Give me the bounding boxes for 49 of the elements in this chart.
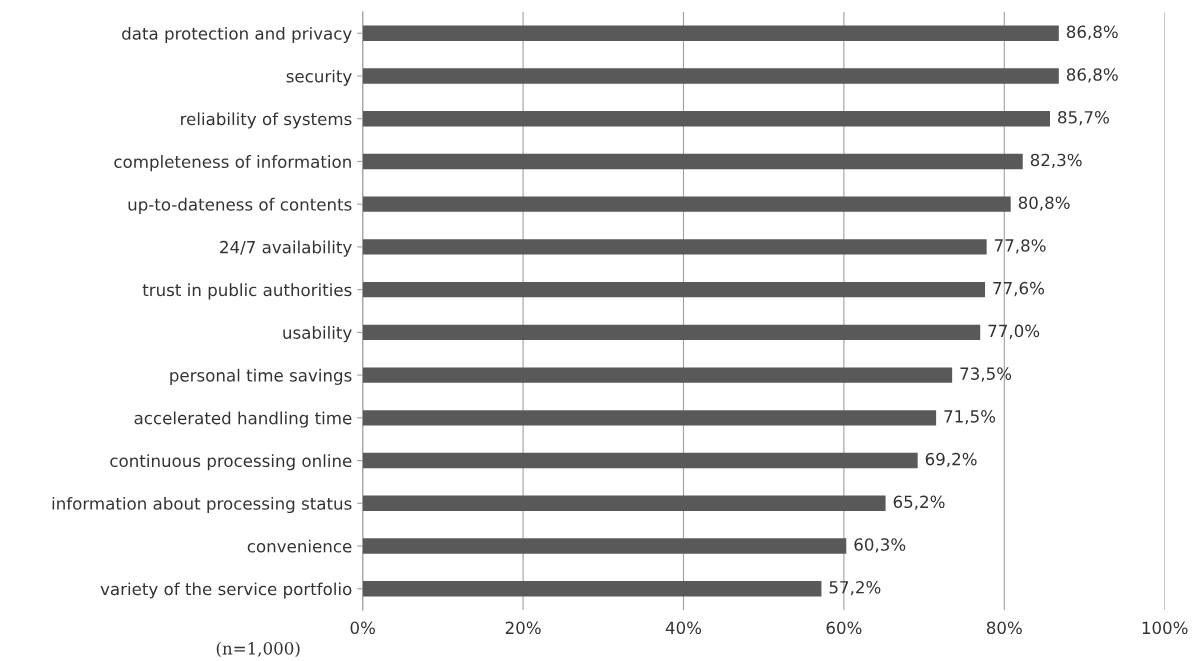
y-tick-label: completeness of information [114, 155, 351, 172]
y-tick-label: trust in public authorities [142, 283, 352, 300]
data-label: 86,8% [1066, 68, 1118, 83]
bar [362, 196, 1011, 212]
y-tick-label: 24/7 availability [220, 240, 352, 257]
bar [362, 281, 986, 298]
y-tick-label: information about processing status [52, 496, 352, 514]
y-tick-label: personal time savings [170, 368, 352, 385]
bar [362, 111, 1050, 127]
bar [362, 581, 822, 597]
x-tick-label: 100% [1142, 621, 1188, 635]
data-label: 77,6% [993, 281, 1045, 297]
bar [362, 68, 1059, 84]
x-tick-label: 60% [826, 621, 862, 635]
y-tick-label: continuous processing online [110, 454, 352, 471]
bar [362, 239, 987, 255]
y-tick-label: variety of the service portfolio [100, 582, 352, 599]
bar [362, 25, 1059, 41]
data-label: 57,2% [829, 580, 881, 596]
x-tick-label: 20% [505, 621, 541, 635]
x-tick-label: 80% [986, 621, 1022, 635]
y-tick-label: convenience [247, 539, 352, 553]
data-label: 82,3% [1030, 153, 1082, 168]
bar [362, 538, 847, 554]
x-tick-label: 40% [665, 621, 702, 635]
bar [362, 410, 937, 426]
bar [362, 324, 981, 341]
bar [362, 153, 1023, 170]
data-label: 80,8% [1018, 196, 1070, 211]
data-label: 65,2% [893, 495, 945, 510]
data-label: 86,8% [1066, 25, 1118, 40]
data-label: 71,5% [944, 410, 996, 425]
y-tick-label: security [286, 69, 352, 86]
data-label: 77,8% [994, 239, 1046, 254]
x-tick-label: 0% [350, 621, 375, 635]
data-label: 73,5% [960, 367, 1012, 382]
bar [362, 495, 886, 511]
y-tick-label: accelerated handling time [134, 411, 352, 428]
data-label: 77,0% [988, 324, 1040, 339]
bar [362, 367, 953, 383]
y-tick-label: reliability of systems [181, 112, 352, 129]
data-label: 85,7% [1058, 110, 1109, 126]
text: (n=1,000) [216, 641, 300, 657]
y-tick-label: up-to-dateness of contents [128, 197, 352, 214]
y-tick-label: data protection and privacy [122, 26, 352, 44]
data-label: 60,3% [854, 538, 906, 553]
y-tick-label: usability [283, 326, 352, 343]
bar [362, 452, 918, 469]
data-label: 69,2% [925, 452, 977, 468]
